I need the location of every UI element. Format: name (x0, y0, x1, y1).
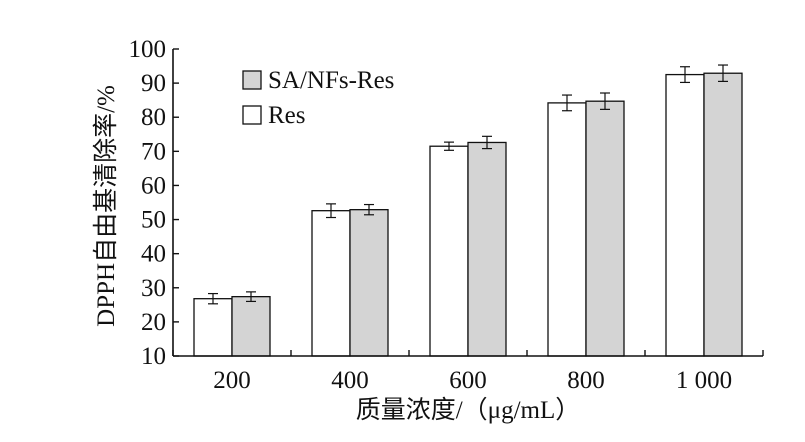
axes: 10 20 30 40 50 60 70 80 90 100 200 400 600 800 1 000 (129, 36, 764, 394)
x-tick-label: 600 (449, 367, 487, 394)
legend-swatch (242, 105, 262, 125)
legend: SA/NFs-Res Res (242, 67, 394, 129)
x-tick-label: 1 000 (676, 367, 732, 394)
bar-res (665, 73, 705, 357)
x-axis-title: 质量浓度/（μg/mL） (356, 396, 581, 424)
y-tick-label: 60 (141, 172, 166, 199)
bar-res (429, 145, 469, 357)
y-tick-label: 10 (141, 343, 166, 370)
y-tick-label: 80 (141, 104, 166, 131)
y-tick-label: 40 (141, 241, 166, 268)
y-tick-label: 100 (129, 36, 167, 63)
x-tick-label: 200 (213, 367, 251, 394)
bar-sa-nfs-res (467, 141, 507, 357)
y-tick-label: 70 (141, 138, 166, 165)
bar-sa-nfs-res (703, 72, 743, 357)
legend-label: Res (268, 102, 306, 129)
x-tick-label: 400 (331, 367, 369, 394)
y-tick-label: 30 (141, 275, 166, 302)
bar-res (193, 298, 233, 357)
bar-res (311, 210, 351, 357)
bar-res (547, 102, 587, 357)
y-tick-label: 50 (141, 207, 166, 234)
x-tick-label: 800 (567, 367, 605, 394)
bar-sa-nfs-res (231, 295, 271, 357)
y-tick-label: 20 (141, 309, 166, 336)
plot-area (193, 64, 743, 357)
y-tick-label: 90 (141, 70, 166, 97)
legend-swatch (242, 70, 262, 90)
bar-sa-nfs-res (349, 209, 389, 357)
y-axis-title: DPPH自由基清除率/% (92, 85, 120, 327)
bar-sa-nfs-res (585, 100, 625, 357)
legend-label: SA/NFs-Res (268, 67, 394, 94)
